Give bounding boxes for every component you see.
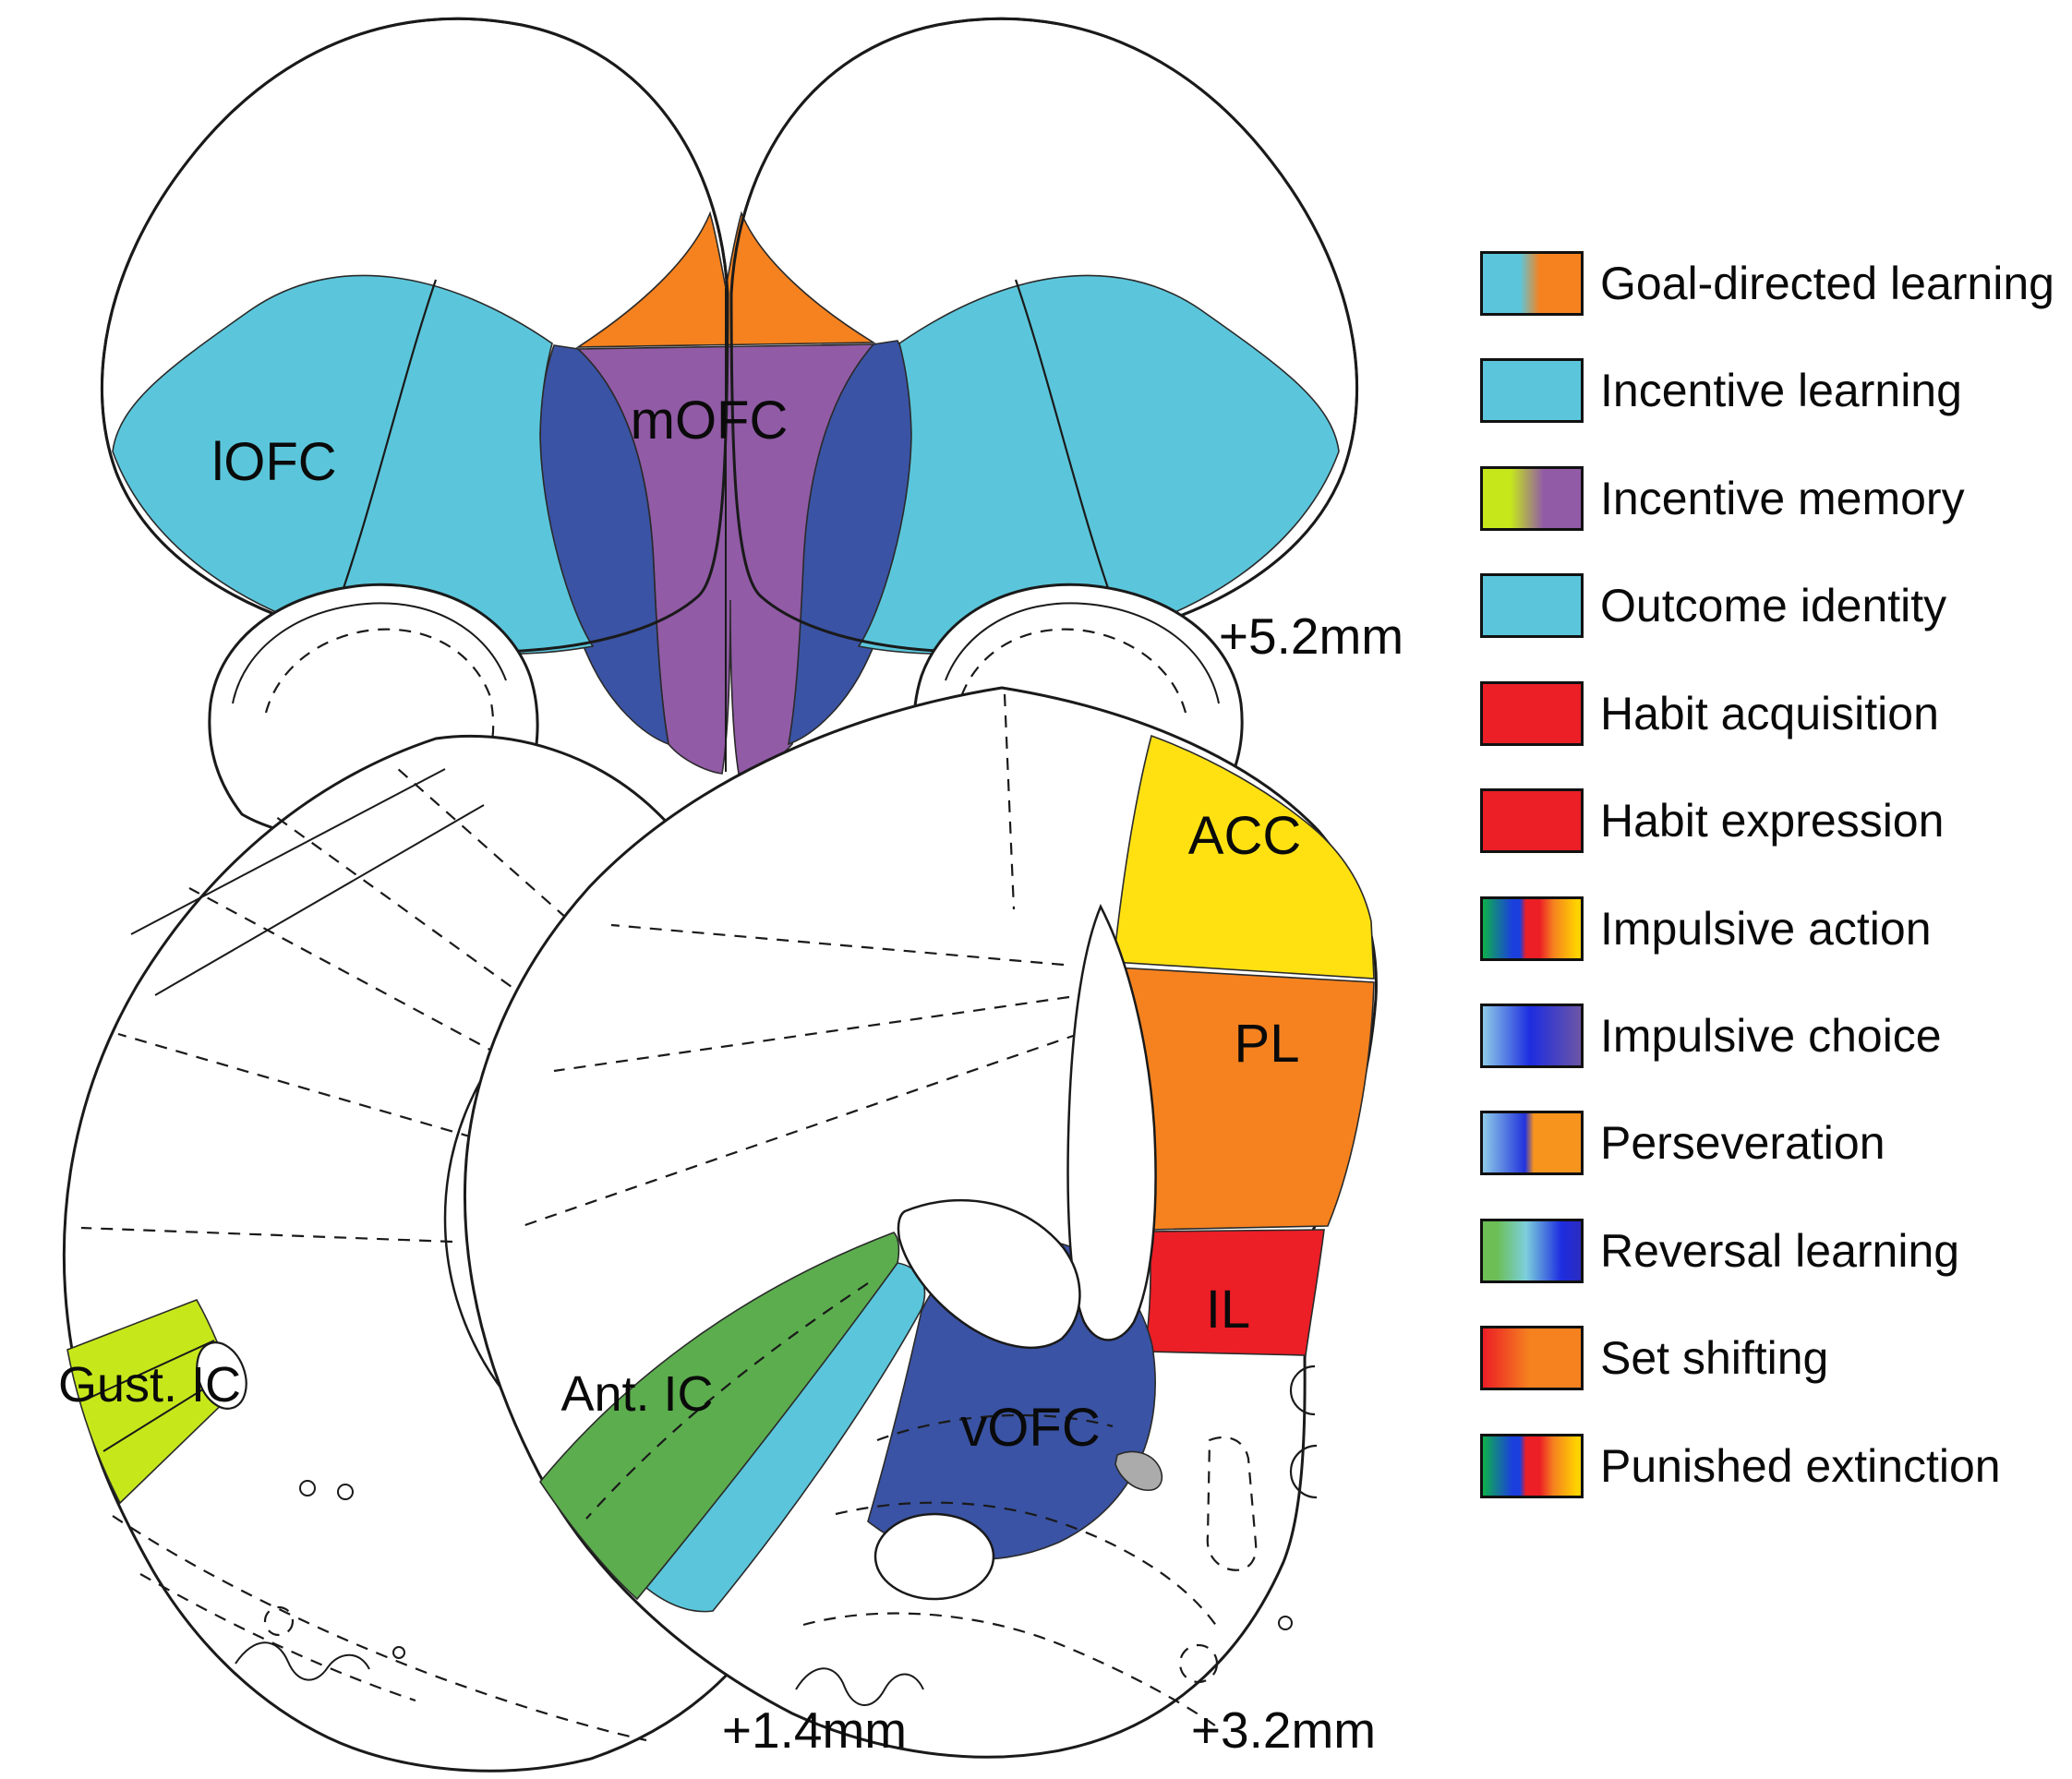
region-lofc-right: [857, 274, 1340, 655]
s32-dash-blob-top: [876, 1413, 1114, 1442]
s32-radial-3: [516, 1032, 1079, 1230]
region-label-vofc: vOFC: [960, 1398, 1100, 1458]
cut-circle-2: [1289, 1444, 1318, 1499]
radial-dash-2: [117, 1032, 474, 1139]
gray-blob: [1114, 1450, 1163, 1491]
region-label-acc: ACC: [1188, 806, 1301, 866]
coordinate-label-32: +3.2mm: [1191, 1701, 1376, 1759]
region-frontal-orange: [575, 210, 876, 348]
radial-dash-3: [271, 813, 529, 1000]
section-plus32: ACC PL IL vOFC Ant. IC +1.4mm +3.2mm: [463, 686, 1378, 1759]
small-dash-circle: [263, 1605, 295, 1637]
section-plus52: lOFC mOFC +5.2mm: [100, 17, 1403, 845]
region-label-lofc: lOFC: [211, 432, 336, 492]
s32-radial-1: [610, 923, 1065, 967]
region-acc: [1113, 734, 1375, 980]
small-circle-3: [392, 1646, 405, 1659]
callosum-ear-blob: [897, 1198, 1081, 1350]
s32-dash-long: [835, 1501, 1220, 1630]
s32-wavy-bottom: [795, 1667, 924, 1706]
region-ventral-cyan: [644, 1262, 926, 1613]
left-hemisphere-restroke: [100, 17, 729, 654]
coordinate-label-14: +1.4mm: [722, 1701, 907, 1759]
ant-ic-dash-centerline: [585, 1282, 869, 1520]
ventricle-teardrop: [1066, 904, 1157, 1341]
claustrum-oval: [196, 1341, 247, 1410]
radial-dash-1: [188, 887, 500, 1055]
region-label-gust-ic: Gust. IC: [58, 1357, 241, 1412]
cut-circle-1: [1289, 1364, 1316, 1416]
tubercle-bumps: [235, 1641, 370, 1681]
s32-radial-4: [1003, 693, 1016, 910]
chord-line-2: [154, 804, 485, 996]
s32-dash-finger: [1206, 1436, 1258, 1571]
region-label-mofc: mOFC: [631, 391, 789, 451]
region-lofc-left: [112, 274, 595, 655]
chord-line-1: [130, 768, 446, 935]
region-il: [1144, 1229, 1325, 1356]
coordinate-label-52: +5.2mm: [1219, 607, 1403, 665]
s32-dash-circle: [1178, 1643, 1219, 1684]
small-circle-1: [299, 1480, 316, 1497]
s32-dash-wavy: [802, 1612, 1220, 1729]
region-label-pl: PL: [1235, 1014, 1300, 1074]
small-circle-2: [337, 1484, 354, 1500]
right-hemisphere-restroke: [729, 17, 1359, 654]
region-label-ant-ic: Ant. IC: [560, 1366, 713, 1422]
s32-small-circle: [1278, 1616, 1293, 1630]
piriform-dash-2: [139, 1573, 416, 1702]
region-label-il: IL: [1206, 1280, 1250, 1340]
s32-white-oval: [873, 1512, 995, 1601]
piriform-dash-1: [112, 1515, 647, 1742]
s32-radial-2: [553, 995, 1070, 1073]
gust-lamina-1: [87, 1340, 215, 1400]
